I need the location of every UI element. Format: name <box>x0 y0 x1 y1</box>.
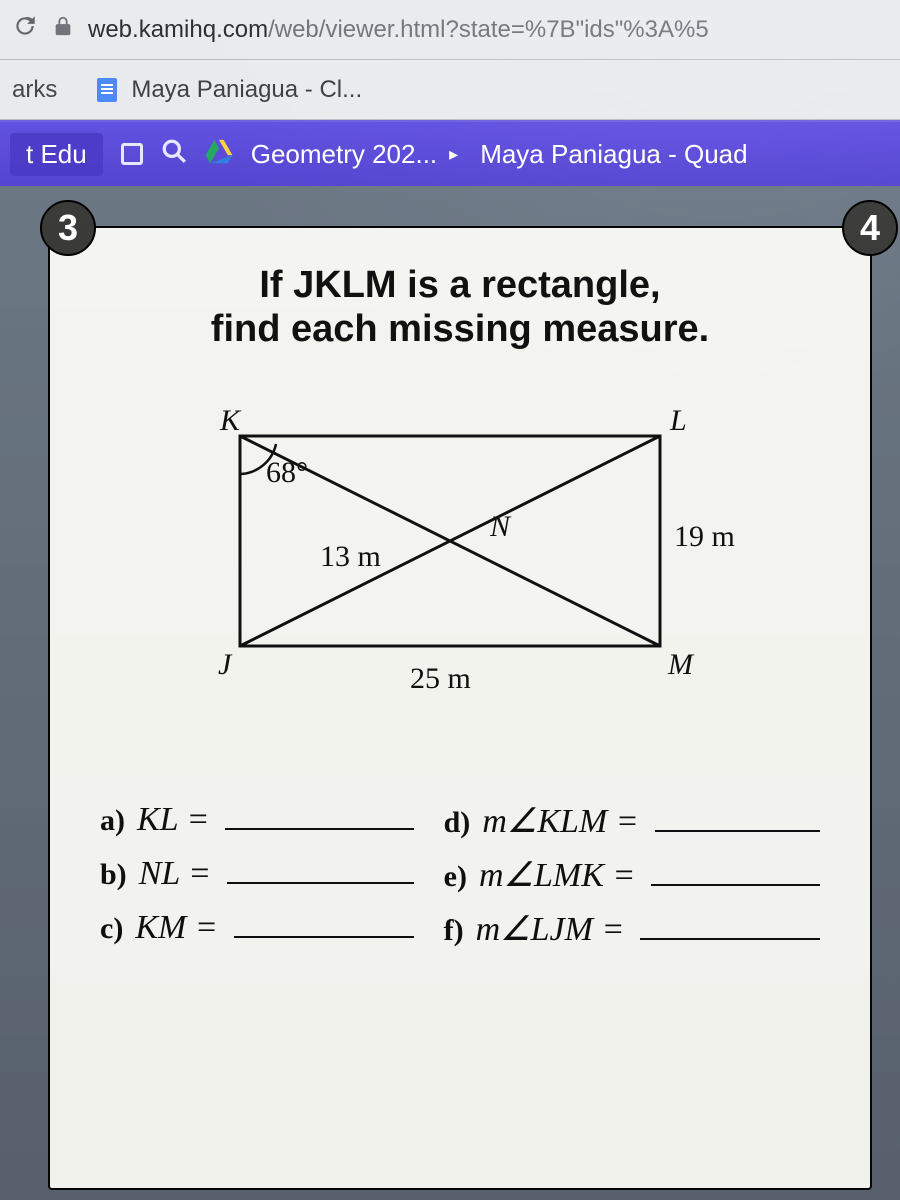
breadcrumb-item[interactable]: Maya Paniagua - Quad <box>480 139 747 170</box>
len-JM: 25 m <box>410 662 471 695</box>
problem-title: If JKLM is a rectangle, find each missin… <box>100 264 820 351</box>
q-letter: d) <box>444 806 471 840</box>
q-expr: m∠LJM = <box>476 909 625 949</box>
answer-blank[interactable] <box>225 828 413 830</box>
drive-icon[interactable] <box>205 138 233 171</box>
q-expr: NL = <box>139 855 211 893</box>
url-text[interactable]: web.kamihq.com/web/viewer.html?state=%7B… <box>88 16 709 44</box>
answer-blank[interactable] <box>640 938 820 940</box>
doc-title[interactable]: Geometry 202... <box>251 139 437 170</box>
panel-toggle-icon[interactable] <box>121 143 143 165</box>
title-line-1: If JKLM is a rectangle, <box>100 264 820 308</box>
breadcrumb-separator-icon: ▸ <box>449 144 458 165</box>
url-host: web.kamihq.com <box>88 16 268 43</box>
label-L: L <box>669 404 687 437</box>
search-icon[interactable] <box>161 138 187 171</box>
q-letter: e) <box>444 860 467 894</box>
label-N: N <box>489 510 512 543</box>
rectangle-figure: K L J M N 68° 13 m 19 m 25 m <box>180 381 740 741</box>
problem-number-badge: 3 <box>40 200 96 256</box>
question-d: d) m∠KLM = <box>444 801 820 841</box>
answer-blank[interactable] <box>227 882 414 884</box>
angle-K-value: 68° <box>266 456 308 489</box>
kami-toolbar: t Edu Geometry 202... ▸ Maya Paniagua - … <box>0 120 900 186</box>
title-line-2: find each missing measure. <box>100 308 820 352</box>
questions-grid: a) KL = d) m∠KLM = b) NL = e) m∠LMK = c) <box>70 751 850 949</box>
question-a: a) KL = <box>100 801 414 841</box>
q-letter: c) <box>100 912 123 946</box>
answer-blank[interactable] <box>234 936 414 938</box>
q-letter: a) <box>100 804 125 838</box>
edu-chip[interactable]: t Edu <box>10 133 103 176</box>
question-e: e) m∠LMK = <box>444 855 820 895</box>
lock-icon <box>52 14 74 45</box>
label-K: K <box>219 404 242 437</box>
refresh-icon[interactable] <box>12 13 38 46</box>
docs-icon[interactable] <box>97 78 117 102</box>
question-f: f) m∠LJM = <box>444 909 820 949</box>
next-problem-badge: 4 <box>842 200 898 256</box>
url-path: /web/viewer.html?state=%7B"ids"%3A%5 <box>268 16 709 43</box>
question-b: b) NL = <box>100 855 414 895</box>
label-M: M <box>667 648 695 681</box>
answer-blank[interactable] <box>651 884 820 886</box>
q-expr: KM = <box>135 909 217 947</box>
len-LM: 19 m <box>674 520 735 553</box>
len-KN: 13 m <box>320 540 381 573</box>
browser-address-row: web.kamihq.com/web/viewer.html?state=%7B… <box>0 0 900 60</box>
document-viewport[interactable]: 3 4 If JKLM is a rectangle, find each mi… <box>0 186 900 1200</box>
question-c: c) KM = <box>100 909 414 949</box>
bookmarks-label: arks <box>12 76 57 104</box>
q-expr: KL = <box>137 801 209 839</box>
bookmarks-bar: arks Maya Paniagua - Cl... <box>0 60 900 120</box>
bookmark-item[interactable]: Maya Paniagua - Cl... <box>131 76 362 104</box>
problem-card: 3 4 If JKLM is a rectangle, find each mi… <box>48 226 872 1190</box>
q-expr: m∠LMK = <box>479 855 635 895</box>
label-J: J <box>218 648 233 681</box>
answer-blank[interactable] <box>655 830 820 832</box>
q-letter: f) <box>444 914 464 948</box>
q-expr: m∠KLM = <box>482 801 638 841</box>
q-letter: b) <box>100 858 127 892</box>
